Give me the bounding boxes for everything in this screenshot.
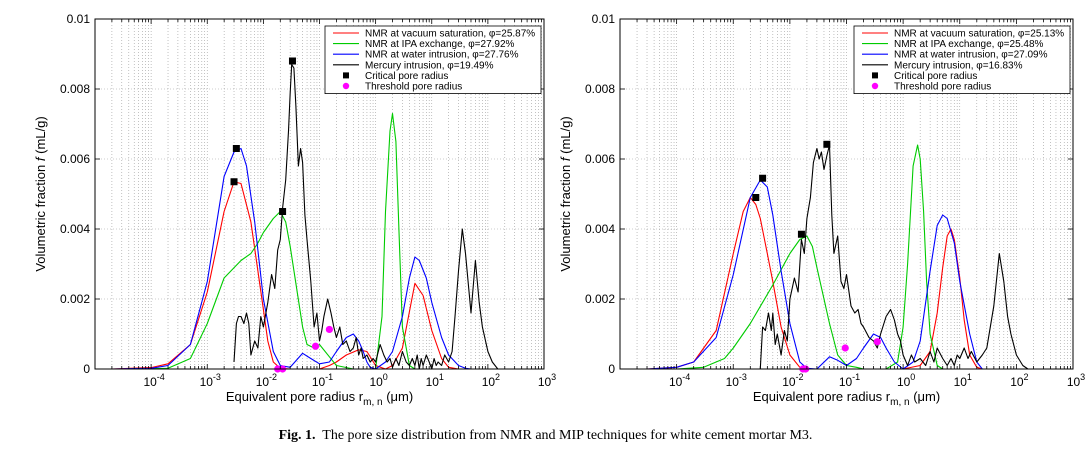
x-axis-label: Equivalent pore radius rm, n (μm) bbox=[753, 389, 940, 408]
y-axis-label: Volumetric fraction f (mL/g) bbox=[33, 116, 48, 271]
x-axis-label: Equivalent pore radius rm, n (μm) bbox=[226, 389, 413, 408]
critical-pore-marker bbox=[759, 174, 767, 182]
x-tick-label: 103 bbox=[538, 372, 556, 389]
chart-panel-2: 10-4 10-3 10-2 10-1 100 101 102 103 0 0.002 0.004 0… bbox=[558, 12, 1085, 408]
y-tick-label: 0 bbox=[608, 362, 615, 376]
y-tick-label: 0.01 bbox=[67, 12, 91, 26]
x-tick-label: 102 bbox=[482, 372, 500, 389]
legend-dot-swatch bbox=[342, 82, 350, 90]
legend-entry-label: Critical pore radius bbox=[894, 71, 977, 82]
critical-pore-marker bbox=[752, 194, 760, 201]
legend-square-swatch bbox=[343, 72, 349, 79]
x-tick-label: 10-2 bbox=[782, 372, 803, 389]
legend-entry-label: NMR at water intrusion, φ=27.76% bbox=[365, 50, 519, 61]
critical-pore-marker bbox=[823, 140, 831, 148]
legend-box bbox=[324, 25, 542, 94]
legend-entry-label: Mercury intrusion, φ=19.49% bbox=[365, 60, 494, 71]
critical-pore-marker bbox=[288, 57, 296, 65]
legend-entry-label: Mercury intrusion, φ=16.83% bbox=[894, 60, 1023, 71]
legend-square-swatch bbox=[872, 72, 878, 79]
legend: NMR at vacuum saturation, φ=25.87%NMR at… bbox=[324, 25, 542, 94]
legend-entry-label: NMR at IPA exchange, φ=27.92% bbox=[365, 39, 515, 50]
y-tick-label: 0.01 bbox=[592, 12, 616, 26]
legend-entry-label: NMR at vacuum saturation, φ=25.87% bbox=[365, 29, 535, 40]
threshold-pore-marker bbox=[311, 342, 320, 350]
legend-entry-label: Threshold pore radius bbox=[894, 82, 991, 93]
x-tick-label: 101 bbox=[426, 372, 444, 389]
chart-panel-1: 10-4 10-3 10-2 10-1 100 101 102 103 0 0.002 0.004 0… bbox=[33, 12, 556, 408]
x-tick-label: 10-2 bbox=[256, 372, 277, 389]
x-tick-label: 10-1 bbox=[312, 372, 333, 389]
critical-pore-marker bbox=[232, 145, 240, 152]
threshold-pore-marker bbox=[873, 338, 881, 346]
legend-dot-swatch bbox=[871, 82, 879, 90]
x-tick-label: 10-3 bbox=[726, 372, 747, 389]
legend-entry-label: Threshold pore radius bbox=[365, 82, 462, 93]
caption-text: The pore size distribution from NMR and … bbox=[322, 428, 813, 443]
x-tick-label: 101 bbox=[954, 372, 972, 389]
legend-box bbox=[853, 25, 1071, 94]
y-tick-label: 0.006 bbox=[60, 152, 90, 166]
x-tick-label: 10-4 bbox=[669, 372, 690, 389]
legend: NMR at vacuum saturation, φ=25.13%NMR at… bbox=[853, 25, 1071, 94]
critical-pore-marker bbox=[279, 208, 287, 215]
y-tick-label: 0.008 bbox=[585, 82, 615, 96]
y-tick-label: 0.006 bbox=[585, 152, 615, 166]
y-tick-label: 0.004 bbox=[585, 222, 615, 236]
x-tick-label: 100 bbox=[897, 372, 915, 389]
legend-entry-label: NMR at vacuum saturation, φ=25.13% bbox=[894, 29, 1064, 40]
threshold-pore-marker bbox=[325, 325, 333, 334]
y-tick-label: 0.002 bbox=[60, 292, 90, 306]
legend-entry-label: NMR at IPA exchange, φ=25.48% bbox=[894, 39, 1044, 50]
x-tick-label: 10-1 bbox=[839, 372, 860, 389]
critical-pore-marker bbox=[230, 178, 238, 186]
y-tick-label: 0.008 bbox=[60, 82, 90, 96]
x-tick-label: 103 bbox=[1067, 372, 1085, 389]
x-tick-label: 100 bbox=[369, 372, 387, 389]
y-tick-label: 0.004 bbox=[60, 222, 90, 236]
y-tick-label: 0.002 bbox=[585, 292, 615, 306]
figure-caption: Fig. 1. The pore size distribution from … bbox=[0, 428, 1091, 444]
series-line-green bbox=[676, 144, 943, 370]
x-tick-label: 10-3 bbox=[200, 372, 221, 389]
critical-pore-marker bbox=[797, 230, 805, 238]
y-axis-label: Volumetric fraction f (mL/g) bbox=[558, 116, 573, 271]
threshold-pore-marker bbox=[841, 344, 849, 352]
series-line-black bbox=[233, 63, 503, 370]
y-tick-label: 0 bbox=[83, 362, 90, 376]
x-tick-label: 102 bbox=[1010, 372, 1028, 389]
legend-entry-label: NMR at water intrusion, φ=27.09% bbox=[894, 50, 1048, 61]
legend-entry-label: Critical pore radius bbox=[365, 71, 448, 82]
series-line-blue bbox=[646, 179, 983, 370]
caption-label: Fig. 1. bbox=[278, 428, 316, 443]
series-line-black bbox=[759, 144, 1029, 370]
x-tick-label: 10-4 bbox=[143, 372, 164, 389]
